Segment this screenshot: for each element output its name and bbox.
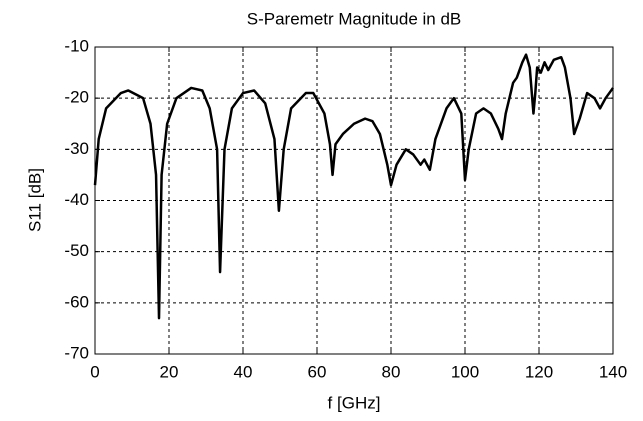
y-tick-label: -50 bbox=[64, 241, 89, 260]
data-line bbox=[93, 53, 615, 320]
x-tick-label: 60 bbox=[308, 362, 327, 381]
y-tick-label: -40 bbox=[64, 190, 89, 209]
x-tick-label: 100 bbox=[451, 362, 479, 381]
plot-frame bbox=[94, 46, 614, 355]
y-tick-label: -70 bbox=[64, 343, 89, 362]
y-tick-label: -60 bbox=[64, 292, 89, 311]
x-tick-label: 20 bbox=[160, 362, 179, 381]
y-tick-label: -30 bbox=[64, 139, 89, 158]
chart-title: S-Paremetr Magnitude in dB bbox=[247, 9, 462, 28]
x-tick-label: 140 bbox=[599, 362, 627, 381]
x-tick-label: 120 bbox=[525, 362, 553, 381]
x-tick-label: 0 bbox=[90, 362, 99, 381]
y-tick-label: -10 bbox=[64, 36, 89, 55]
y-tick-label: -20 bbox=[64, 88, 89, 107]
x-tick-label: 80 bbox=[382, 362, 401, 381]
x-tick-label: 40 bbox=[234, 362, 253, 381]
x-axis-label: f [GHz] bbox=[328, 393, 381, 412]
y-axis-label: S11 [dB] bbox=[25, 168, 44, 232]
